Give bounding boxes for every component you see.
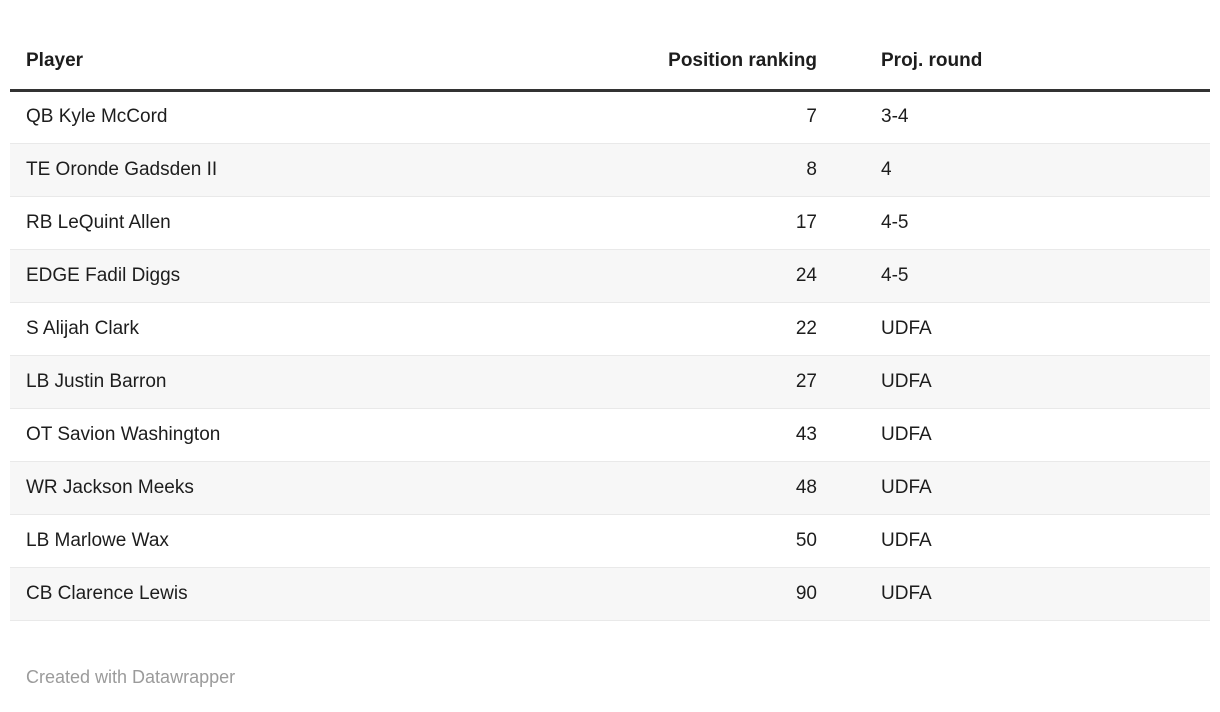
players-table: Player Position ranking Proj. round QB Kyl…: [10, 34, 1210, 621]
table-row: TE Oronde Gadsden II 8 4: [10, 143, 1210, 197]
column-header-position-ranking: Position ranking: [630, 34, 865, 92]
cell-position-ranking: 7: [630, 90, 865, 144]
cell-position-ranking: 17: [630, 196, 865, 250]
cell-proj-round: UDFA: [865, 514, 1210, 568]
cell-player: S Alijah Clark: [10, 302, 630, 356]
cell-position-ranking: 27: [630, 355, 865, 409]
cell-position-ranking: 8: [630, 143, 865, 197]
cell-player: OT Savion Washington: [10, 408, 630, 462]
table-row: RB LeQuint Allen 17 4-5: [10, 196, 1210, 250]
cell-position-ranking: 48: [630, 461, 865, 515]
cell-proj-round: 4: [865, 143, 1210, 197]
table-row: LB Marlowe Wax 50 UDFA: [10, 514, 1210, 568]
cell-player: EDGE Fadil Diggs: [10, 249, 630, 303]
cell-position-ranking: 50: [630, 514, 865, 568]
cell-proj-round: 4-5: [865, 249, 1210, 303]
table-body: QB Kyle McCord 7 3-4 TE Oronde Gadsden II 8 4…: [10, 90, 1210, 621]
cell-proj-round: UDFA: [865, 355, 1210, 409]
cell-proj-round: UDFA: [865, 408, 1210, 462]
table-header-row: Player Position ranking Proj. round: [10, 34, 1210, 92]
cell-player: LB Justin Barron: [10, 355, 630, 409]
table-head: Player Position ranking Proj. round: [10, 34, 1210, 92]
cell-player: RB LeQuint Allen: [10, 196, 630, 250]
table-row: OT Savion Washington 43 UDFA: [10, 408, 1210, 462]
table-row: QB Kyle McCord 7 3-4: [10, 90, 1210, 144]
cell-player: LB Marlowe Wax: [10, 514, 630, 568]
cell-player: TE Oronde Gadsden II: [10, 143, 630, 197]
column-header-player: Player: [10, 34, 630, 92]
cell-proj-round: UDFA: [865, 461, 1210, 515]
cell-position-ranking: 22: [630, 302, 865, 356]
table-row: WR Jackson Meeks 48 UDFA: [10, 461, 1210, 515]
datawrapper-table-page: Player Position ranking Proj. round QB Kyl…: [10, 34, 1210, 688]
table-row: CB Clarence Lewis 90 UDFA: [10, 567, 1210, 621]
cell-player: CB Clarence Lewis: [10, 567, 630, 621]
cell-player: WR Jackson Meeks: [10, 461, 630, 515]
cell-proj-round: UDFA: [865, 567, 1210, 621]
attribution-footer: Created with Datawrapper: [26, 667, 1210, 688]
cell-proj-round: UDFA: [865, 302, 1210, 356]
cell-position-ranking: 90: [630, 567, 865, 621]
table-row: LB Justin Barron 27 UDFA: [10, 355, 1210, 409]
cell-position-ranking: 43: [630, 408, 865, 462]
column-header-proj-round: Proj. round: [865, 34, 1210, 92]
cell-proj-round: 4-5: [865, 196, 1210, 250]
table-row: EDGE Fadil Diggs 24 4-5: [10, 249, 1210, 303]
cell-position-ranking: 24: [630, 249, 865, 303]
cell-player: QB Kyle McCord: [10, 90, 630, 144]
cell-proj-round: 3-4: [865, 90, 1210, 144]
table-row: S Alijah Clark 22 UDFA: [10, 302, 1210, 356]
datawrapper-attribution-link[interactable]: Created with Datawrapper: [26, 666, 236, 687]
